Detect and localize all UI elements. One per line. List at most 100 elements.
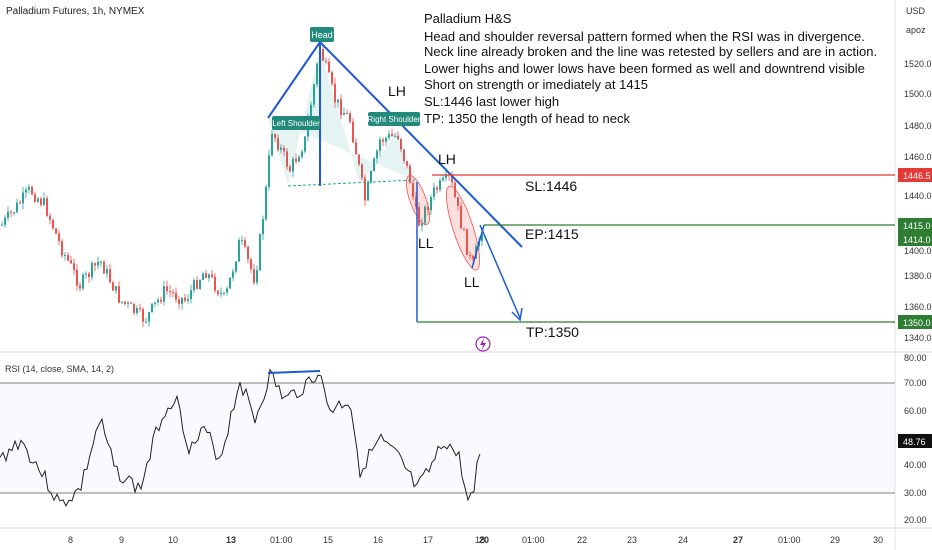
- candle-body: [175, 292, 177, 300]
- candle-body: [322, 48, 324, 61]
- candle-body: [412, 183, 414, 197]
- candle-body: [226, 288, 228, 293]
- candle-body: [73, 263, 75, 270]
- candle-body: [436, 187, 438, 190]
- candle-body: [382, 139, 384, 142]
- candle-body: [304, 136, 306, 152]
- candle-body: [46, 198, 48, 216]
- time-tick: 10: [168, 535, 178, 545]
- left-shoulder-tag[interactable]: Left Shoulder: [272, 116, 320, 130]
- candle-body: [274, 134, 276, 138]
- candle-body: [388, 134, 390, 138]
- price-tick: 1400.0: [904, 246, 932, 256]
- candle-body: [7, 211, 9, 218]
- candle-body: [82, 274, 84, 289]
- candle-body: [187, 299, 189, 301]
- time-tick: 24: [678, 535, 688, 545]
- candle-body: [361, 164, 363, 178]
- candle-body: [235, 261, 237, 272]
- candle-body: [178, 299, 180, 304]
- candle-body: [298, 157, 300, 162]
- candle-body: [202, 273, 204, 280]
- annotation-text: Palladium H&S Head and shoulder reversal…: [424, 11, 877, 126]
- tp-label: TP:1350: [526, 324, 579, 340]
- ll-label-2: LL: [464, 274, 480, 290]
- candle-body: [136, 308, 138, 313]
- candle-body: [4, 217, 6, 225]
- price-tick: 1460.0: [904, 152, 932, 162]
- candle-body: [121, 301, 123, 303]
- candle-body: [94, 263, 96, 266]
- time-tick: 23: [627, 535, 637, 545]
- candle-body: [352, 121, 354, 143]
- candle-body: [79, 285, 81, 289]
- price-marker-current[interactable]: 1414.0: [898, 232, 932, 246]
- left-shoulder-to-head-line[interactable]: [267, 41, 321, 119]
- candle-body: [400, 138, 402, 150]
- candle-body: [64, 254, 66, 256]
- price-marker-sl[interactable]: 1446.5: [898, 168, 932, 182]
- candle-body: [301, 151, 303, 158]
- candle-body: [358, 154, 360, 165]
- candle-body: [466, 229, 468, 255]
- rsi-panel[interactable]: RSI (14, close, SMA, 14, 2) 80.00 70.00 …: [0, 353, 932, 525]
- candle-body: [160, 299, 162, 302]
- time-axis[interactable]: 8 9 10 13 01:00 15 16 17 18 20 01:00 22 …: [68, 535, 883, 545]
- symbol-title[interactable]: Palladium Futures, 1h, NYMEX: [6, 6, 145, 17]
- candle-body: [394, 135, 396, 137]
- ll-label-1: LL: [418, 235, 434, 251]
- candle-body: [190, 290, 192, 300]
- candle-body: [91, 263, 93, 278]
- candle-body: [52, 219, 54, 229]
- candle-body: [85, 273, 87, 275]
- candle-body: [109, 269, 111, 283]
- annotation-line: SL:1446 last lower high: [424, 94, 559, 109]
- candle-body: [346, 112, 348, 114]
- hs-pattern-fill: [268, 48, 415, 185]
- candle-body: [454, 182, 456, 198]
- price-marker-ep[interactable]: 1415.0: [898, 218, 932, 232]
- candle-body: [145, 321, 147, 323]
- price-axis[interactable]: USD apoz 1520.0 1500.0 1480.0 1460.0 144…: [898, 6, 932, 343]
- candle-body: [211, 274, 213, 277]
- candle-body: [379, 139, 381, 151]
- candle-body: [367, 182, 369, 201]
- rsi-divergence-line[interactable]: [267, 370, 321, 374]
- candle-body: [43, 198, 45, 205]
- projection-arrow-line[interactable]: [479, 224, 521, 319]
- candle-body: [214, 276, 216, 291]
- rsi-current-marker[interactable]: 48.76: [898, 434, 932, 448]
- candle-body: [256, 270, 258, 283]
- rsi-current-value: 48.76: [903, 437, 926, 447]
- neckline[interactable]: [287, 179, 416, 187]
- time-tick: 15: [323, 535, 333, 545]
- head-tag[interactable]: Head: [310, 27, 334, 42]
- time-tick: 01:00: [522, 535, 545, 545]
- candle-body: [469, 254, 471, 257]
- candle-body: [313, 84, 315, 105]
- lightning-icon[interactable]: [475, 336, 491, 352]
- candle-body: [37, 198, 39, 202]
- annotation-line: TP: 1350 the length of head to neck: [424, 111, 630, 126]
- candle-body: [310, 104, 312, 120]
- candle-body: [244, 240, 246, 247]
- candle-body: [337, 99, 339, 103]
- retest-line[interactable]: [471, 224, 485, 269]
- candle-body: [259, 234, 261, 271]
- candle-body: [250, 259, 252, 270]
- rsi-tick: 30.00: [904, 488, 927, 498]
- candle-body: [247, 246, 249, 260]
- time-tick: 16: [373, 535, 383, 545]
- candle-body: [397, 135, 399, 139]
- price-marker-label: 1446.5: [903, 171, 931, 181]
- candle-body: [10, 211, 12, 213]
- downtrend-line[interactable]: [319, 41, 523, 248]
- candle-body: [127, 302, 129, 304]
- right-shoulder-tag[interactable]: Right Shoulder: [368, 112, 421, 126]
- candle-body: [34, 194, 36, 202]
- candle-body: [25, 189, 27, 193]
- price-marker-tp[interactable]: 1350.0: [898, 315, 932, 329]
- candle-body: [217, 290, 219, 295]
- candle-body: [232, 271, 234, 278]
